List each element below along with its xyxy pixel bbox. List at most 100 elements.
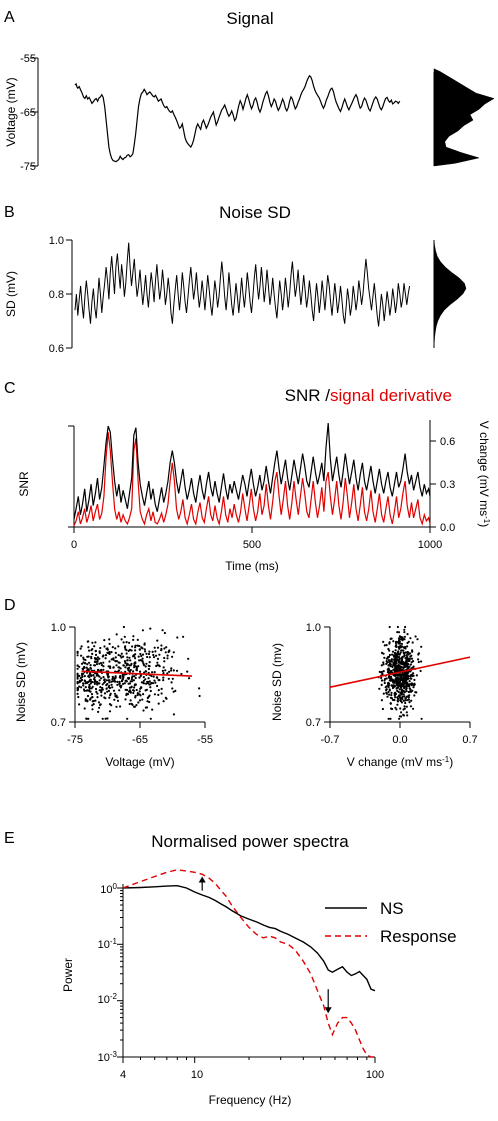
scatter-point — [134, 644, 137, 647]
scatter-point — [403, 635, 406, 638]
scatter-point — [402, 667, 405, 670]
scatter-point — [123, 682, 126, 685]
scatter-point — [147, 667, 150, 671]
scatter-point — [397, 631, 401, 634]
panel-d-right-xlabel: V change (mV ms-1) — [347, 755, 454, 770]
scatter-point — [142, 693, 145, 696]
scatter-point — [395, 656, 398, 659]
scatter-point — [118, 680, 121, 684]
scatter-point — [404, 685, 407, 688]
scatter-point — [149, 627, 152, 630]
scatter-point — [380, 683, 383, 687]
scatter-point — [119, 705, 122, 708]
scatter-point — [138, 699, 142, 702]
scatter-point — [78, 665, 81, 668]
scatter-point — [110, 651, 113, 654]
scatter-point — [101, 717, 104, 720]
scatter-point — [93, 660, 96, 664]
scatter-point — [138, 690, 141, 693]
scatter-point — [408, 652, 412, 655]
scatter-point — [87, 655, 90, 658]
scatter-point — [125, 692, 128, 695]
scatter-point — [406, 641, 409, 645]
panel-d-right-fit-line — [329, 656, 471, 688]
scatter-point — [80, 654, 83, 657]
scatter-point — [408, 657, 411, 661]
scatter-point — [100, 689, 103, 693]
scatter-point — [129, 690, 132, 693]
scatter-point — [172, 669, 175, 672]
scatter-point — [106, 690, 109, 693]
scatter-point — [95, 663, 99, 666]
scatter-point — [387, 655, 391, 659]
panel-d-right-points — [377, 625, 423, 720]
panel-c-right-tick-label: 0.3 — [440, 479, 455, 491]
scatter-point — [119, 684, 122, 688]
scatter-point — [420, 660, 423, 663]
scatter-point — [140, 686, 143, 689]
panel-label-b: B — [4, 204, 15, 221]
scatter-point — [151, 682, 155, 685]
panel-b-ytick-label: 0.6 — [49, 343, 64, 355]
scatter-point — [412, 686, 415, 689]
scatter-point — [148, 661, 151, 664]
scatter-point — [124, 666, 127, 669]
scatter-point — [132, 670, 135, 673]
scatter-point — [407, 690, 410, 694]
scatter-point — [135, 704, 138, 707]
scatter-point — [142, 676, 145, 679]
scatter-point — [156, 646, 160, 649]
panel-e-arrow-up-head — [198, 876, 206, 883]
panel-e-ytick-label: 10-2 — [98, 992, 118, 1007]
panel-c-derivative-line — [73, 432, 431, 527]
scatter-point — [123, 673, 126, 676]
scatter-point — [171, 655, 174, 658]
scatter-point — [99, 662, 103, 665]
scatter-point — [400, 642, 403, 646]
scatter-point — [403, 652, 406, 656]
scatter-point — [408, 680, 411, 683]
scatter-point — [124, 661, 127, 665]
scatter-point — [405, 695, 408, 698]
scatter-point — [139, 659, 142, 662]
scatter-point — [153, 646, 156, 649]
scatter-point — [124, 698, 127, 701]
panel-label-a: A — [4, 9, 15, 26]
scatter-point — [98, 657, 101, 660]
scatter-point — [108, 710, 112, 713]
scatter-point — [396, 641, 400, 644]
scatter-point — [125, 688, 129, 692]
scatter-point — [160, 687, 163, 691]
scatter-point — [409, 637, 412, 640]
scatter-point — [186, 670, 189, 673]
scatter-point — [111, 646, 114, 649]
scatter-point — [99, 646, 102, 650]
scatter-point — [143, 671, 146, 674]
scatter-point — [408, 694, 411, 697]
scatter-point — [141, 629, 144, 632]
scatter-point — [128, 641, 131, 644]
panel-d-left-ylabel: Noise SD (mV) — [14, 642, 28, 722]
panel-label-c: C — [4, 380, 16, 397]
scatter-point — [80, 686, 83, 689]
scatter-point — [113, 692, 117, 695]
panel-e-response-line — [122, 869, 375, 1058]
scatter-point — [84, 698, 87, 701]
scatter-point — [146, 696, 149, 700]
scatter-point — [87, 640, 90, 643]
scatter-point — [112, 657, 115, 660]
scatter-point — [172, 651, 175, 654]
panel-d-right-ytick-label: 0.7 — [306, 717, 321, 729]
scatter-point — [126, 717, 129, 720]
scatter-point — [101, 683, 104, 686]
scatter-point — [396, 666, 399, 669]
scatter-point — [103, 679, 106, 682]
panel-label-d: D — [4, 597, 16, 614]
panel-b-title: Noise SD — [219, 203, 291, 222]
scatter-point — [140, 681, 143, 684]
scatter-point — [138, 670, 142, 673]
scatter-point — [157, 693, 160, 697]
scatter-point — [382, 640, 385, 644]
scatter-point — [116, 699, 120, 702]
scatter-point — [403, 677, 406, 680]
